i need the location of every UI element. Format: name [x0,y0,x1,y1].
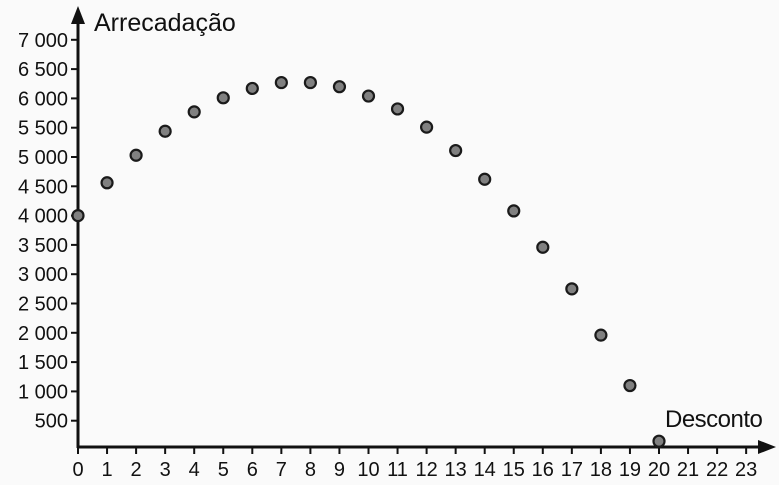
y-axis-arrow-icon [71,6,85,24]
data-point [536,240,550,254]
y-tick-label: 500 [35,411,68,433]
y-tick-label: 2 000 [18,323,68,345]
y-tick-label: 2 500 [18,294,68,316]
x-tick-label: 9 [334,459,345,481]
y-tick-label: 3 000 [18,264,68,286]
y-tick-label: 5 500 [18,118,68,140]
data-point [478,172,492,186]
x-tick-label: 15 [503,459,525,481]
y-axis-title: Arrecadação [94,9,236,37]
data-point [420,120,434,134]
y-tick-label: 1 000 [18,381,68,403]
y-tick-label: 4 500 [18,176,68,198]
x-tick-label: 20 [648,459,670,481]
data-point [565,282,579,296]
x-tick-label: 18 [590,459,612,481]
data-point [129,148,143,162]
x-tick-label: 3 [160,459,171,481]
y-tick-label: 3 500 [18,235,68,257]
x-tick-label: 19 [619,459,641,481]
x-tick-label: 7 [276,459,287,481]
data-point [594,328,608,342]
x-tick-label: 21 [677,459,699,481]
data-point [216,91,230,105]
x-tick-label: 23 [735,459,757,481]
x-tick-label: 10 [357,459,379,481]
x-axis-arrow-icon [758,440,776,454]
x-tick-label: 5 [218,459,229,481]
x-tick-label: 0 [72,459,83,481]
data-point [71,209,85,223]
data-point [274,75,288,90]
data-point [303,75,317,90]
x-tick-label: 12 [415,459,437,481]
data-point [652,434,666,448]
axes [71,6,776,454]
data-point [449,143,463,158]
x-tick-label: 2 [131,459,142,481]
x-tick-label: 8 [305,459,316,481]
y-tick-label: 6 500 [18,59,68,81]
data-point [100,176,114,190]
data-point [390,102,405,116]
x-tick-label: 4 [189,459,200,481]
x-tick-label: 22 [706,459,728,481]
y-tick-label: 6 000 [18,88,68,110]
x-tick-label: 1 [101,459,112,481]
y-tick-label: 5 000 [18,147,68,169]
data-point [623,378,637,393]
data-point [332,80,347,94]
x-tick-label: 16 [532,459,554,481]
data-point [187,105,201,119]
x-tick-label: 17 [561,459,583,481]
data-point [245,81,259,96]
x-tick-label: 6 [247,459,258,481]
y-tick-label: 7 000 [18,30,68,52]
x-tick-label: 14 [474,459,496,481]
y-tick-label: 4 000 [18,206,68,228]
data-point [507,204,521,218]
x-tick-label: 13 [445,459,467,481]
data-point [361,89,376,103]
x-axis-title: Desconto [665,406,763,433]
data-point [158,124,172,138]
y-tick-label: 1 500 [18,352,68,374]
x-tick-label: 11 [387,459,408,481]
